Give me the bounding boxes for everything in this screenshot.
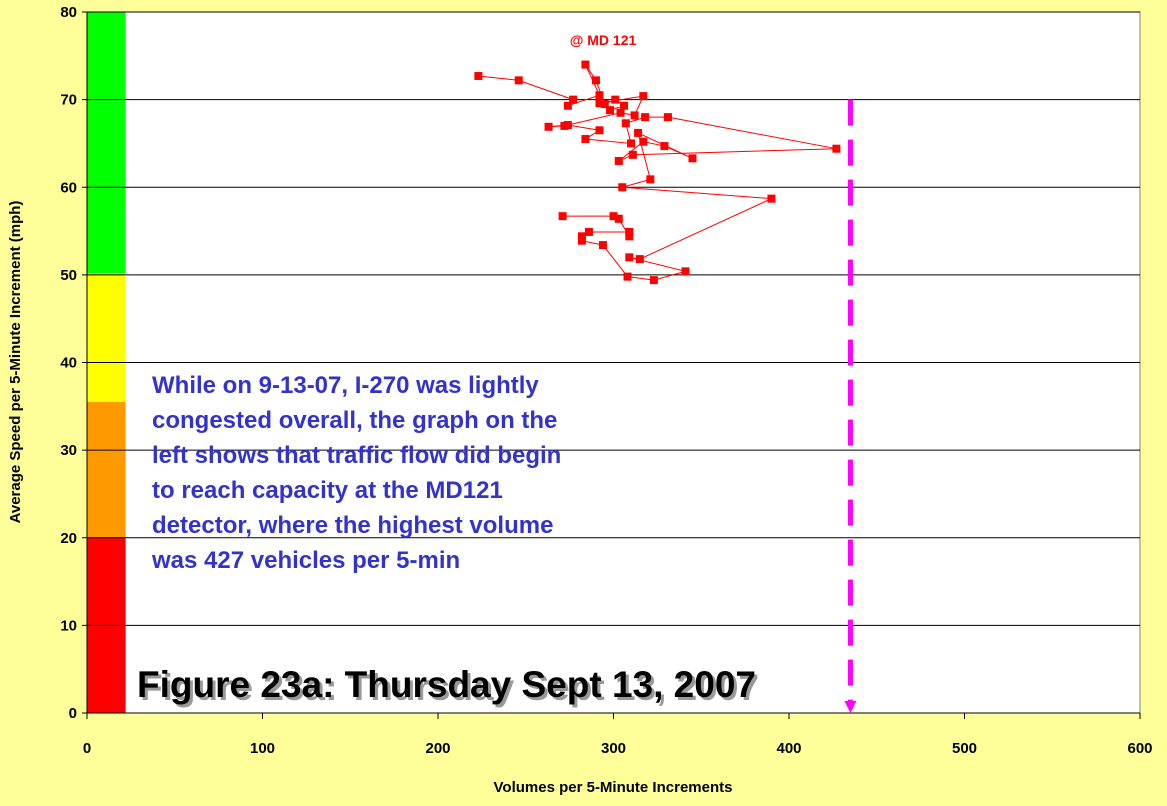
data-point — [767, 194, 776, 203]
data-point — [688, 154, 697, 163]
location-label: @ MD 121 — [570, 32, 637, 48]
chart-title: Figure 23a: Thursday Sept 13, 2007 — [137, 664, 756, 705]
data-point — [569, 95, 578, 104]
data-point — [581, 135, 590, 144]
data-point — [639, 92, 648, 101]
x-tick-label: 200 — [425, 740, 450, 757]
data-point — [681, 267, 690, 276]
x-tick-label: 100 — [250, 740, 275, 757]
y-tick-label: 70 — [60, 92, 77, 109]
data-point — [609, 212, 618, 221]
data-point — [598, 241, 607, 250]
x-tick-label: 600 — [1127, 740, 1152, 757]
layers: 0 10 20 30 40 50 60 70 80 0 100 200 300 400 500 600 Whil… — [60, 4, 1152, 757]
data-point — [611, 95, 620, 104]
y-tick-label: 50 — [60, 267, 77, 284]
y-tick-label: 80 — [60, 4, 77, 21]
data-point — [635, 255, 644, 264]
y-tick-label: 60 — [60, 179, 77, 196]
data-point — [595, 126, 604, 135]
y-tick-label: 10 — [60, 617, 77, 634]
data-point — [625, 253, 634, 262]
data-point — [600, 100, 609, 109]
reference-arrow — [844, 701, 857, 713]
x-tick-label: 0 — [83, 740, 91, 757]
data-point — [625, 232, 634, 241]
data-point — [620, 101, 629, 110]
y-tick-label: 0 — [69, 705, 77, 722]
note: While on 9-13-07, I-270 was lightly conge… — [151, 372, 561, 574]
data-point — [558, 212, 567, 221]
data-point — [614, 156, 623, 165]
data-point — [581, 60, 590, 69]
y-tick-label: 30 — [60, 442, 77, 459]
data-point — [563, 121, 572, 130]
data-point — [577, 236, 586, 245]
data-point — [616, 108, 625, 117]
data-point — [474, 71, 483, 80]
data-point — [595, 99, 604, 108]
data-point — [595, 91, 604, 100]
note-line: detector, where the highest volume — [152, 512, 553, 539]
data-point — [627, 139, 636, 148]
data-point — [577, 232, 586, 241]
note-line: was 427 vehicles per 5-min — [151, 547, 460, 574]
y-tick-label: 40 — [60, 355, 77, 372]
note-line: to reach capacity at the MD121 — [152, 477, 503, 504]
data-point — [649, 276, 658, 285]
data-point — [614, 214, 623, 223]
data-point — [646, 175, 655, 184]
data-point — [563, 101, 572, 110]
note-line: While on 9-13-07, I-270 was lightly — [152, 372, 539, 399]
y-axis-title: Average Speed per 5-Minute Increment (mp… — [7, 201, 24, 524]
data-point — [514, 76, 523, 85]
data-point — [660, 142, 669, 151]
speed-band — [87, 12, 126, 274]
data-point — [832, 144, 841, 153]
x-tick-label: 400 — [776, 740, 801, 757]
data-point — [605, 106, 614, 115]
data-point — [591, 76, 600, 85]
y-tick-label: 20 — [60, 530, 77, 547]
chart-title-shadow: Figure 23a: Thursday Sept 13, 2007 — [140, 667, 759, 708]
data-point — [584, 227, 593, 236]
data-point — [621, 119, 630, 128]
data-point — [634, 128, 643, 137]
x-tick-label: 500 — [952, 740, 977, 757]
note-line: left shows that traffic flow did begin — [152, 442, 561, 469]
data-point — [641, 113, 650, 122]
data-point — [625, 227, 634, 236]
x-axis-title: Volumes per 5-Minute Increments — [494, 779, 733, 796]
data-point — [628, 150, 637, 159]
data-point — [663, 113, 672, 122]
data-point — [623, 272, 632, 281]
data-point — [618, 183, 627, 192]
x-tick-label: 300 — [601, 740, 626, 757]
note-line: congested overall, the graph on the — [152, 407, 557, 434]
data-point — [639, 137, 648, 146]
speed-band — [87, 273, 126, 402]
speed-band — [87, 401, 126, 538]
data-point — [630, 111, 639, 120]
data-point — [544, 122, 553, 131]
